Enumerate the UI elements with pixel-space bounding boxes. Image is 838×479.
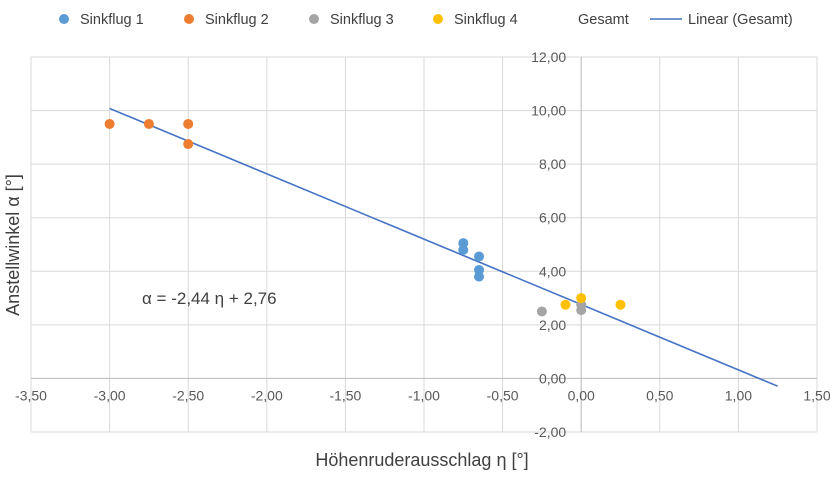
data-point-sinkflug-2 (183, 118, 194, 129)
y-tick-label: 12,00 (531, 49, 566, 65)
y-tick-label: -2,00 (534, 424, 566, 440)
legend-label-sinkflug-2: Sinkflug 2 (205, 12, 269, 28)
legend-label-sinkflug-3: Sinkflug 3 (330, 12, 394, 28)
x-tick-label: 1,00 (725, 387, 752, 403)
x-tick-label: -3,50 (15, 387, 47, 403)
x-tick-label: 1,50 (803, 387, 830, 403)
x-tick-label: 0,50 (646, 387, 673, 403)
y-axis-title: Anstellwinkel α [°] (3, 174, 23, 316)
x-axis-title: Höhenruderausschlag η [°] (315, 450, 528, 470)
tick-labels: -3,50 -3,00 -2,50 -2,00 -1,50 -1,00 -0,50 0,00 0… (15, 49, 831, 440)
x-tick-label: -0,50 (487, 387, 519, 403)
grid-lines (30, 56, 818, 433)
y-tick-label: 10,00 (531, 103, 566, 119)
y-tick-label: 6,00 (539, 210, 566, 226)
data-point-sinkflug-4 (576, 293, 587, 304)
y-tick-label: 2,00 (539, 317, 566, 333)
legend-label-sinkflug-1: Sinkflug 1 (80, 12, 144, 28)
data-point-sinkflug-1 (458, 244, 469, 255)
data-point-sinkflug-1 (474, 251, 485, 262)
legend-label-linear-gesamt: Linear (Gesamt) (688, 12, 793, 28)
x-tick-label: -2,00 (251, 387, 283, 403)
trendline (109, 107, 779, 387)
data-point-sinkflug-3 (536, 306, 547, 317)
legend-marker-sinkflug-1 (59, 14, 69, 24)
data-point-sinkflug-2 (183, 139, 194, 150)
y-tick-label: 8,00 (539, 156, 566, 172)
legend-marker-sinkflug-4 (433, 14, 443, 24)
trendline-equation: α = -2,44 η + 2,76 (142, 289, 277, 308)
x-tick-label: -1,50 (329, 387, 361, 403)
y-tick-label: 0,00 (539, 370, 566, 386)
x-tick-label: -2,50 (172, 387, 204, 403)
legend: Sinkflug 1 Sinkflug 2 Sinkflug 3 Sinkflug 4… (59, 12, 793, 28)
x-tick-label: -1,00 (408, 387, 440, 403)
data-point-sinkflug-1 (474, 271, 485, 282)
trendline-layer (109, 107, 779, 387)
data-point-sinkflug-2 (143, 118, 154, 129)
data-point-sinkflug-4 (615, 299, 626, 310)
axes (31, 57, 817, 432)
legend-label-gesamt: Gesamt (578, 12, 629, 28)
data-point-sinkflug-2 (104, 118, 115, 129)
data-point-sinkflug-4 (560, 299, 571, 310)
y-tick-label: 4,00 (539, 263, 566, 279)
x-tick-label: 0,00 (568, 387, 595, 403)
legend-label-sinkflug-4: Sinkflug 4 (454, 12, 518, 28)
legend-marker-sinkflug-3 (309, 14, 319, 24)
legend-marker-sinkflug-2 (184, 14, 194, 24)
x-tick-label: -3,00 (94, 387, 126, 403)
data-points (104, 118, 626, 317)
